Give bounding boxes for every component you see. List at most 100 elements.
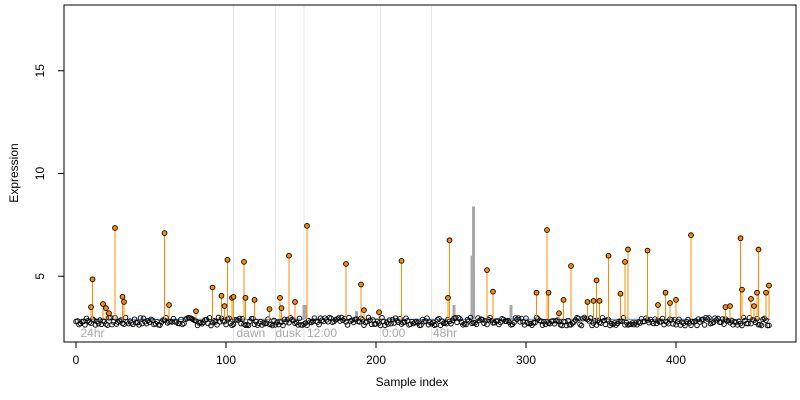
group-label: 48hr xyxy=(433,326,457,340)
background-point xyxy=(436,315,442,322)
background-point xyxy=(532,319,538,326)
x-axis: 0 100 200 300 400 xyxy=(73,342,686,367)
highlight-point xyxy=(241,259,247,265)
background-point xyxy=(455,315,462,321)
highlight-point xyxy=(224,256,231,263)
background-point xyxy=(91,317,97,323)
background-point xyxy=(221,318,228,325)
background-point xyxy=(613,322,619,328)
highlight-point xyxy=(545,289,552,296)
background-point xyxy=(721,321,727,327)
background-point xyxy=(740,314,747,321)
background-point xyxy=(758,322,765,329)
background-point xyxy=(250,315,256,322)
highlight-point xyxy=(568,263,574,269)
background-point xyxy=(296,315,303,322)
background-point xyxy=(487,314,493,321)
highlight-point xyxy=(230,293,237,300)
background-point xyxy=(170,315,177,322)
background-point xyxy=(418,322,424,328)
background-point xyxy=(554,317,561,323)
highlight-point xyxy=(121,299,127,305)
background-point xyxy=(397,315,403,322)
highlight-point xyxy=(484,267,490,273)
highlight-point xyxy=(398,257,405,264)
background-point xyxy=(335,315,342,321)
highlight-point xyxy=(277,294,283,301)
highlight-point xyxy=(688,232,694,238)
background-point xyxy=(359,316,366,323)
background-point xyxy=(340,317,346,324)
background-point xyxy=(131,316,138,322)
highlight-point xyxy=(673,297,679,303)
background-point xyxy=(214,322,220,328)
background-point xyxy=(448,320,454,327)
background-point xyxy=(694,322,700,329)
highlight-point xyxy=(292,299,298,305)
y-axis: 5 10 15 xyxy=(33,64,64,280)
background-point xyxy=(569,320,576,326)
background-point xyxy=(211,317,217,324)
highlight-point xyxy=(161,230,168,236)
background-point xyxy=(104,322,111,328)
highlight-point xyxy=(625,246,631,253)
background-point xyxy=(386,317,393,323)
background-point xyxy=(269,322,276,329)
background-point xyxy=(479,316,486,323)
background-point xyxy=(551,321,558,327)
highlight-point xyxy=(166,302,172,308)
highlight-point xyxy=(209,284,216,291)
background-point xyxy=(484,321,490,328)
background-point xyxy=(236,315,243,322)
highlight-point xyxy=(737,235,744,242)
background-point xyxy=(197,319,204,326)
background-point xyxy=(365,314,372,321)
x-tick-label: 200 xyxy=(366,353,386,367)
highlight-point xyxy=(644,247,651,254)
highlight-point xyxy=(584,299,591,305)
highlight-point xyxy=(755,246,762,253)
highlight-point xyxy=(748,295,754,302)
background-point xyxy=(512,315,519,321)
background-point xyxy=(739,322,745,329)
background-point xyxy=(745,320,751,327)
highlight-point xyxy=(544,227,550,233)
highlight-point xyxy=(218,292,225,299)
background-point xyxy=(286,320,292,326)
background-point xyxy=(473,321,480,328)
background-point xyxy=(413,318,420,325)
background-point xyxy=(517,319,523,325)
highlight-point xyxy=(304,223,310,229)
background-point xyxy=(140,315,147,322)
background-point xyxy=(229,322,235,329)
highlight-point xyxy=(533,289,540,296)
background-point xyxy=(577,321,583,327)
background-point xyxy=(76,321,82,328)
x-tick-label: 400 xyxy=(666,353,686,367)
background-point xyxy=(659,315,666,322)
highlight-point xyxy=(560,297,567,303)
background-point xyxy=(458,319,465,325)
background-point xyxy=(427,319,433,325)
group-label: 0:00 xyxy=(382,326,406,340)
highlight-point xyxy=(100,301,106,307)
highlight-point xyxy=(445,294,451,301)
highlight-point xyxy=(376,309,382,316)
highlight-point xyxy=(605,252,612,259)
y-tick-label: 15 xyxy=(33,64,47,78)
group-label: dusk xyxy=(276,326,302,340)
highlight-point xyxy=(593,277,600,284)
highlight-point xyxy=(286,252,292,259)
highlight-point xyxy=(242,294,249,301)
group-label: dawn xyxy=(237,326,266,340)
background-point xyxy=(599,315,606,321)
highlight-point xyxy=(89,276,96,283)
background-point xyxy=(173,319,180,325)
background-point xyxy=(82,322,88,328)
background-point xyxy=(457,316,463,322)
background-point xyxy=(653,320,660,327)
highlight-point xyxy=(722,304,729,310)
y-axis-label: Expression xyxy=(7,143,21,202)
highlight-point xyxy=(655,302,661,308)
